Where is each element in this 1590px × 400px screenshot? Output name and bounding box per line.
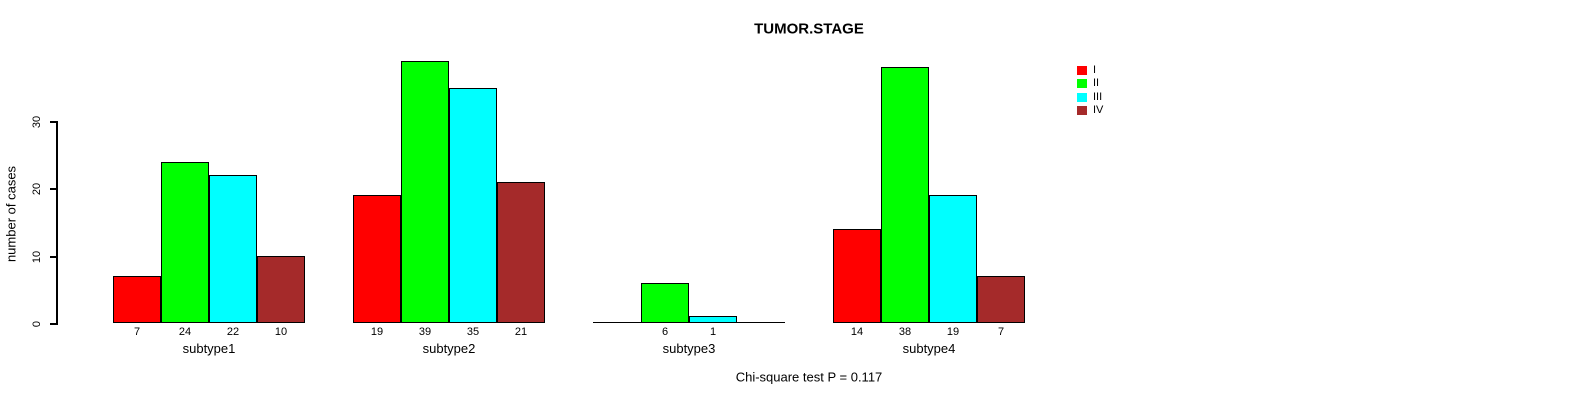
- legend-swatch-I: [1077, 66, 1087, 75]
- legend-item-III: III: [1077, 91, 1102, 104]
- y-axis-tick-label: 0: [31, 320, 43, 328]
- y-axis-tick: [50, 188, 57, 190]
- chi-square-annotation: Chi-square test P = 0.117: [735, 369, 883, 385]
- bar-subtype4-stage-IV: [977, 276, 1025, 323]
- bar-value-label: 19: [370, 326, 384, 338]
- chart-title: TUMOR.STAGE: [754, 20, 864, 38]
- bar-value-label: 38: [898, 326, 912, 338]
- bar-subtype2-stage-I: [353, 195, 401, 323]
- legend-label: I: [1093, 64, 1097, 76]
- legend-label: II: [1093, 77, 1100, 90]
- bar-subtype1-stage-II: [161, 162, 209, 323]
- bar-value-label: 7: [997, 326, 1005, 338]
- x-axis-category-label: subtype3: [662, 341, 716, 356]
- legend-item-IV: IV: [1077, 104, 1103, 117]
- bar-value-label: 6: [661, 326, 669, 338]
- bar-value-label: 7: [133, 326, 141, 338]
- x-axis-category-label: subtype2: [422, 341, 476, 356]
- y-axis-tick-label: 10: [31, 250, 43, 264]
- legend-label: III: [1093, 90, 1103, 103]
- y-axis-tick-label: 20: [31, 182, 43, 196]
- legend-label: IV: [1093, 104, 1104, 117]
- y-axis-tick: [50, 323, 57, 325]
- bar-subtype4-stage-III: [929, 195, 977, 323]
- bar-subtype4-stage-I: [833, 229, 881, 323]
- bar-subtype1-stage-I: [113, 276, 161, 323]
- bar-value-label: 24: [178, 326, 192, 338]
- bar-value-label: 35: [466, 326, 480, 338]
- legend-swatch-III: [1077, 92, 1087, 102]
- y-axis-tick: [50, 121, 57, 123]
- legend-swatch-IV: [1077, 106, 1087, 116]
- legend-item-I: I: [1077, 64, 1096, 77]
- bar-subtype1-stage-III: [209, 175, 257, 323]
- bar-value-label: 39: [418, 326, 432, 338]
- y-axis-line: [56, 121, 58, 325]
- bar-value-label: 1: [709, 326, 717, 338]
- bar-subtype2-stage-IV: [497, 182, 545, 323]
- bar-value-label: 19: [946, 326, 960, 338]
- x-axis-category-label: subtype1: [182, 341, 236, 356]
- legend-swatch-II: [1077, 79, 1087, 89]
- bar-value-label: 10: [274, 326, 288, 338]
- x-axis-category-label: subtype4: [902, 341, 956, 356]
- bar-subtype2-stage-III: [449, 88, 497, 323]
- y-axis-tick-label: 30: [31, 115, 43, 129]
- bar-value-label: 14: [850, 326, 864, 338]
- legend: I II III IV: [1077, 64, 1137, 124]
- bar-subtype3-stage-I-zero: [593, 322, 641, 323]
- bar-subtype2-stage-II: [401, 61, 449, 323]
- bar-subtype4-stage-II: [881, 67, 929, 323]
- legend-item-II: II: [1077, 77, 1099, 90]
- y-axis-tick: [50, 256, 57, 258]
- bar-subtype3-stage-III: [689, 316, 737, 323]
- bar-value-label: 21: [514, 326, 528, 338]
- bar-value-label: 22: [226, 326, 240, 338]
- bar-subtype3-stage-II: [641, 283, 689, 323]
- bar-subtype3-stage-IV-zero: [737, 322, 785, 323]
- bar-subtype1-stage-IV: [257, 256, 305, 323]
